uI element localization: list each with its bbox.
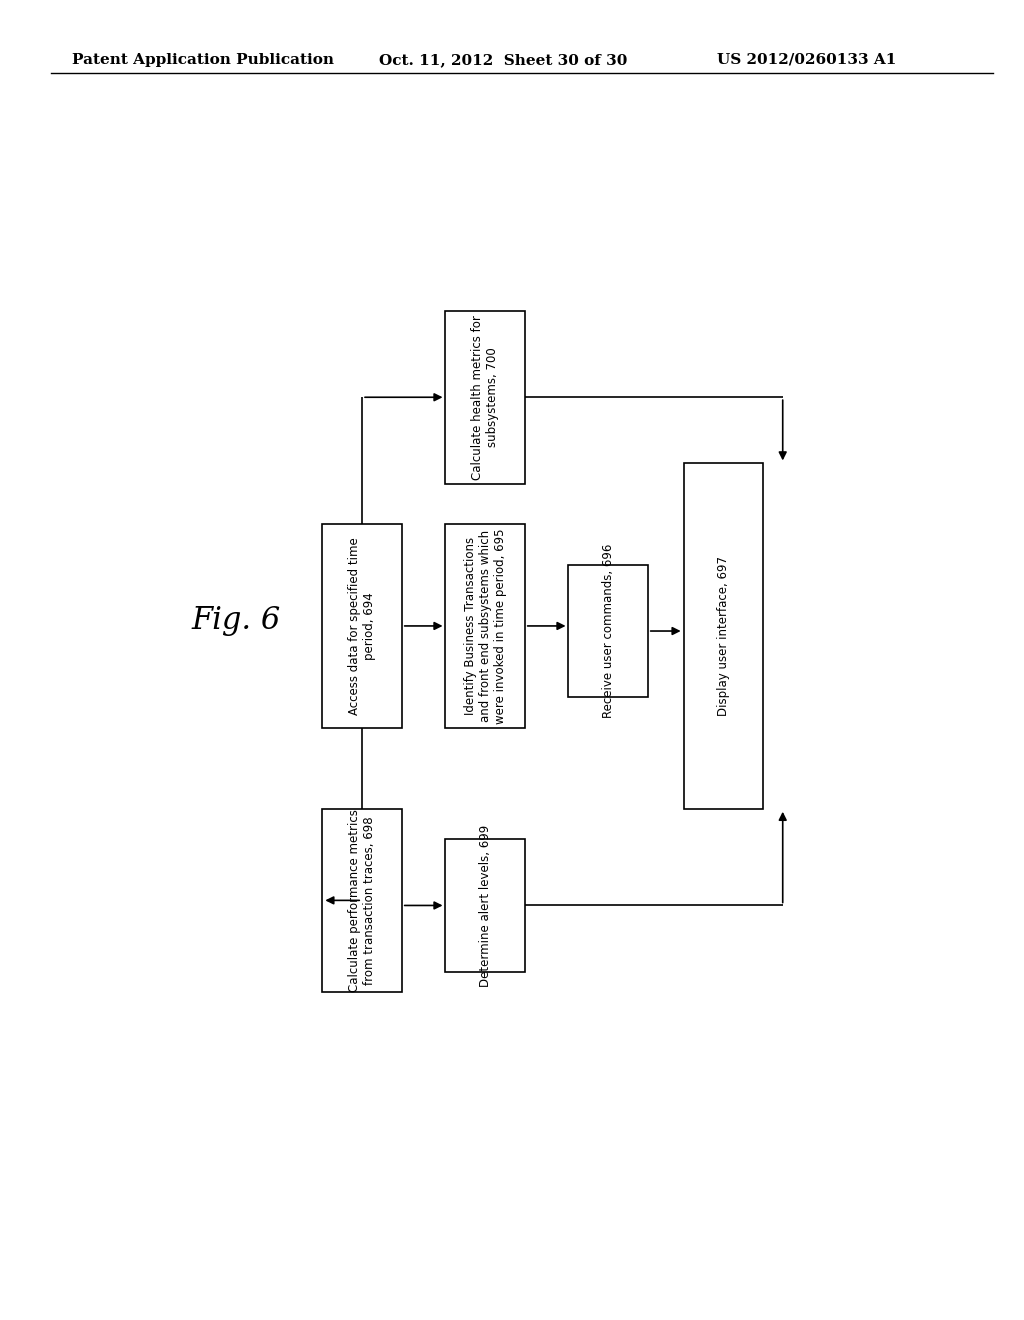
- Text: Determine alert levels, 699: Determine alert levels, 699: [478, 824, 492, 986]
- Bar: [445, 840, 525, 972]
- Bar: [445, 524, 525, 727]
- Bar: [684, 463, 763, 809]
- Text: Fig. 6: Fig. 6: [191, 606, 281, 636]
- Text: Calculate health metrics for
subsystems, 700: Calculate health metrics for subsystems,…: [471, 314, 499, 479]
- Text: Access data for specified time
period, 694: Access data for specified time period, 6…: [348, 537, 376, 715]
- Text: Receive user commands, 696: Receive user commands, 696: [602, 544, 614, 718]
- Bar: [445, 312, 525, 483]
- Bar: [323, 809, 401, 991]
- Text: Oct. 11, 2012  Sheet 30 of 30: Oct. 11, 2012 Sheet 30 of 30: [379, 53, 628, 67]
- Text: Patent Application Publication: Patent Application Publication: [72, 53, 334, 67]
- Text: Identify Business Transactions
and front end subsystems which
were invoked in ti: Identify Business Transactions and front…: [464, 528, 507, 723]
- Text: US 2012/0260133 A1: US 2012/0260133 A1: [717, 53, 896, 67]
- Bar: [323, 524, 401, 727]
- Bar: [568, 565, 648, 697]
- Text: Calculate performance metrics
from transaction traces, 698: Calculate performance metrics from trans…: [348, 809, 376, 991]
- Text: Display user interface, 697: Display user interface, 697: [717, 556, 730, 717]
